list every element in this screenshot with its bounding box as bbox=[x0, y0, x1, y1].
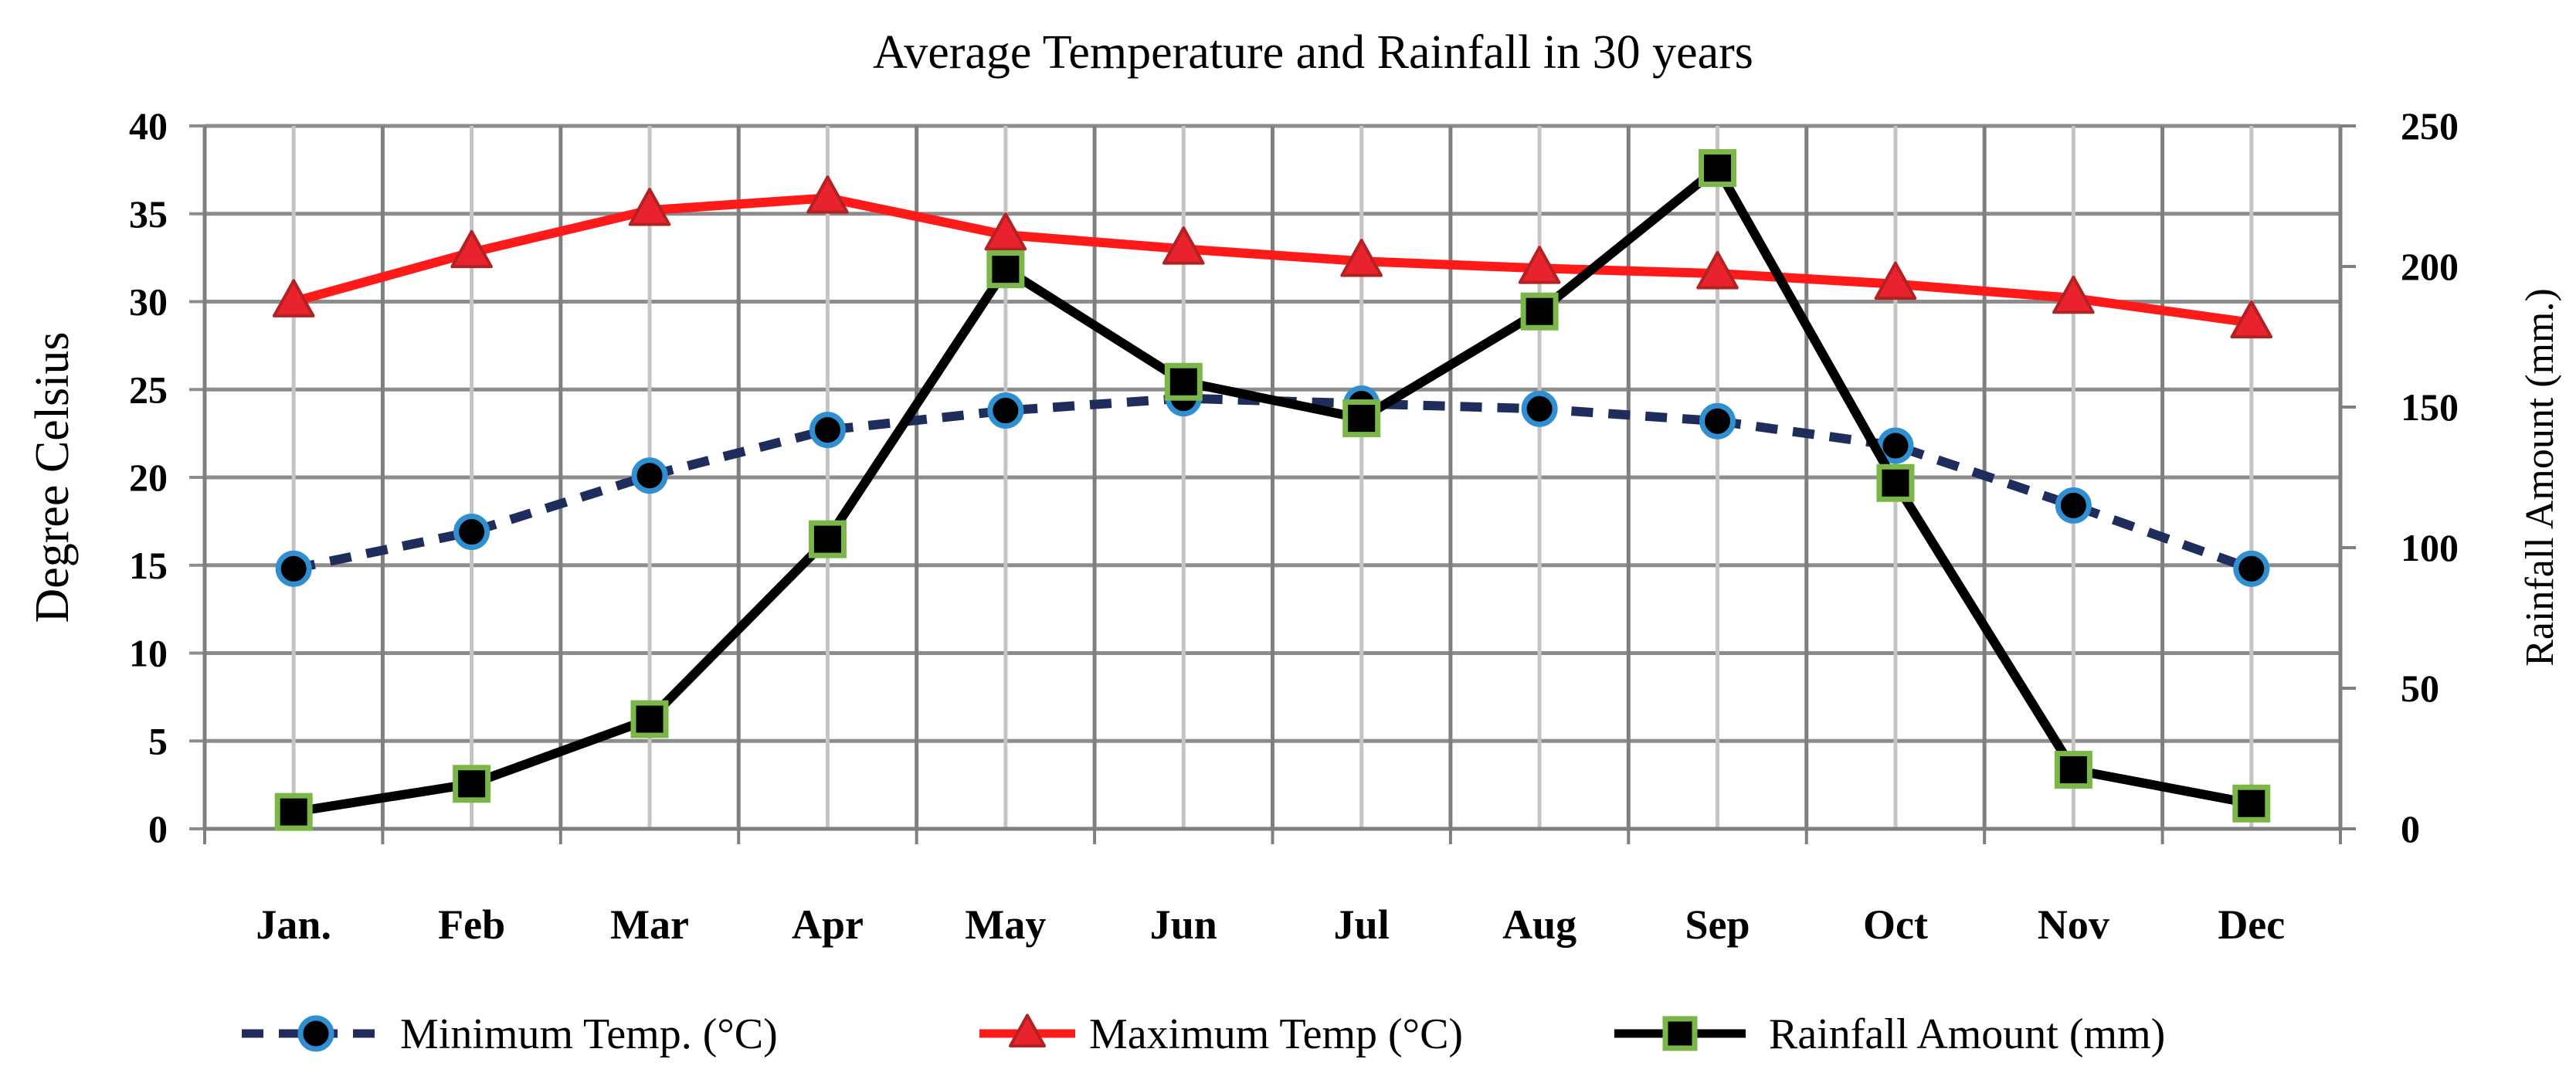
data-point bbox=[274, 793, 313, 831]
data-point bbox=[1520, 292, 1559, 331]
data-point bbox=[809, 412, 846, 449]
data-point bbox=[1699, 149, 1737, 188]
series-line bbox=[289, 163, 2256, 817]
data-point bbox=[987, 392, 1024, 429]
data-point bbox=[631, 457, 668, 494]
y-tick-label: 25 bbox=[129, 368, 168, 411]
series-line bbox=[292, 393, 2253, 574]
data-point bbox=[984, 212, 1027, 251]
y-axis-title: Degree Celsius bbox=[26, 331, 79, 623]
data-point bbox=[450, 229, 493, 269]
data-point bbox=[2233, 550, 2270, 587]
legend-marker bbox=[1662, 1016, 1698, 1051]
data-point bbox=[1164, 362, 1203, 401]
x-tick-label: Apr bbox=[792, 901, 864, 948]
data-point bbox=[2230, 300, 2273, 339]
y-tick-label: 10 bbox=[129, 632, 168, 675]
data-point bbox=[1877, 427, 1914, 464]
data-point bbox=[2232, 784, 2271, 823]
data-point bbox=[453, 765, 491, 803]
legend-marker bbox=[297, 1015, 334, 1052]
y2-tick-label: 0 bbox=[2401, 807, 2420, 850]
y2-tick-label: 50 bbox=[2401, 667, 2439, 710]
data-point bbox=[1521, 390, 1558, 427]
y2-tick-label: 150 bbox=[2401, 385, 2459, 429]
grid-layer bbox=[202, 124, 2343, 831]
data-point bbox=[808, 520, 847, 558]
y-tick-label: 30 bbox=[129, 280, 168, 324]
legend-item-0: Minimum Temp. (°C) bbox=[242, 1010, 778, 1058]
series-1 bbox=[272, 175, 2273, 339]
data-point bbox=[453, 514, 490, 551]
legend-label: Rainfall Amount (mm) bbox=[1769, 1010, 2165, 1058]
x-tick-label: Jan. bbox=[256, 901, 331, 948]
legend-label: Minimum Temp. (°C) bbox=[400, 1010, 778, 1058]
series-2 bbox=[274, 149, 2271, 831]
x-tick-label: Jun bbox=[1150, 901, 1217, 948]
data-point bbox=[1874, 261, 1917, 300]
data-point bbox=[272, 279, 315, 317]
x-tick-label: Nov bbox=[2038, 901, 2109, 948]
data-point bbox=[1342, 399, 1381, 438]
data-point bbox=[986, 250, 1025, 289]
data-point bbox=[1162, 226, 1205, 265]
legend-label: Maximum Temp (°C) bbox=[1089, 1010, 1463, 1058]
data-point bbox=[1696, 251, 1739, 290]
y2-tick-label: 100 bbox=[2401, 526, 2459, 569]
y-tick-label: 20 bbox=[129, 456, 168, 499]
data-point bbox=[1699, 402, 1736, 440]
series-line bbox=[289, 193, 2256, 328]
y2-axis-title: Rainfall Amount (mm.) bbox=[2518, 288, 2562, 667]
y2-tick-label: 250 bbox=[2401, 104, 2459, 148]
data-point bbox=[2054, 751, 2092, 789]
data-point bbox=[630, 700, 669, 738]
chart-title: Average Temperature and Rainfall in 30 y… bbox=[873, 26, 1753, 79]
data-point bbox=[1876, 463, 1915, 502]
data-point bbox=[2052, 275, 2095, 314]
legend-item-1: Maximum Temp (°C) bbox=[979, 1010, 1463, 1058]
y-tick-label: 15 bbox=[129, 544, 168, 587]
x-tick-label: Mar bbox=[610, 901, 689, 948]
legend: Minimum Temp. (°C) Maximum Temp (°C) Rainf… bbox=[242, 1010, 2165, 1058]
y-tick-label: 40 bbox=[129, 104, 168, 148]
x-tick-label: Oct bbox=[1863, 901, 1928, 948]
y-tick-label: 35 bbox=[129, 192, 168, 236]
data-point bbox=[1518, 246, 1561, 284]
data-point bbox=[806, 175, 849, 214]
x-tick-label: Jul bbox=[1334, 901, 1390, 948]
axis-layer: 0 5 10 15 20 25 30 35 40 0 50 100 150 200 250 Jan. Feb Ma… bbox=[26, 104, 2562, 948]
x-tick-label: Sep bbox=[1685, 901, 1750, 948]
x-tick-label: Aug bbox=[1502, 901, 1576, 948]
data-point bbox=[2055, 487, 2092, 524]
legend-item-2: Rainfall Amount (mm) bbox=[1614, 1010, 2165, 1058]
legend-marker bbox=[1009, 1013, 1046, 1047]
series-layer bbox=[272, 149, 2273, 831]
y-tick-label: 0 bbox=[148, 807, 168, 850]
data-point bbox=[1340, 239, 1383, 277]
x-tick-label: Dec bbox=[2218, 901, 2285, 948]
y-tick-label: 5 bbox=[148, 719, 168, 762]
x-tick-label: Feb bbox=[438, 901, 505, 948]
y2-tick-label: 200 bbox=[2401, 245, 2459, 288]
data-point bbox=[628, 188, 671, 226]
data-point bbox=[275, 550, 312, 587]
x-tick-label: May bbox=[965, 901, 1046, 948]
